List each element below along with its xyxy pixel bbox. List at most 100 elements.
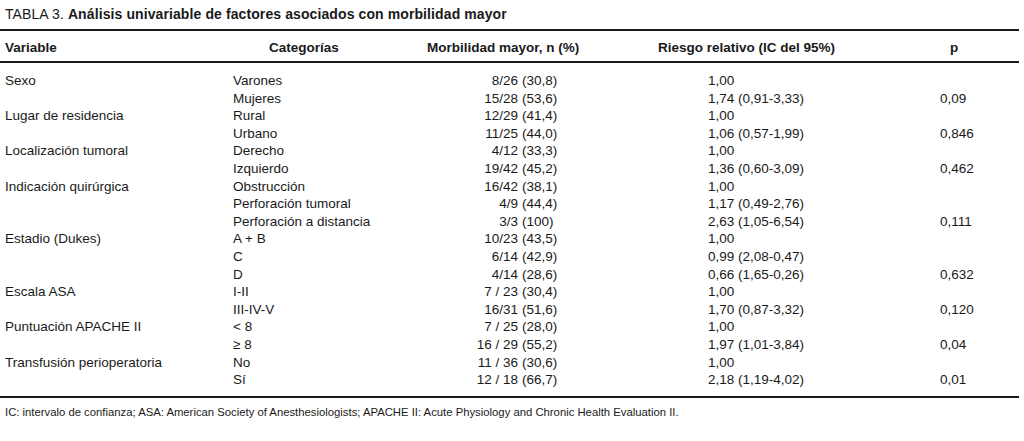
cell-riesgo-relativo: 0,66 (1,65-0,26) — [708, 266, 940, 284]
cell-riesgo-relativo: 1,00 — [708, 283, 940, 301]
table-row: Perforación tumoral 4/9 (44,4) 1,17 (0,4… — [0, 195, 1024, 213]
table-row: Transfusión perioperatoria No 11 / 36 (3… — [0, 354, 1024, 372]
cell-morbilidad-pct: (30,6) — [518, 354, 708, 372]
table-row: Escala ASA I-II 7 / 23 (30,4) 1,00 — [0, 283, 1024, 301]
cell-variable — [5, 371, 233, 389]
cell-variable — [5, 301, 233, 319]
cell-categoria: III-IV-V — [233, 301, 427, 319]
table-row: Indicación quirúrgica Obstrucción 16/42 … — [0, 178, 1024, 196]
col-header-variable: Variable — [5, 40, 57, 55]
table-caption: Análisis univariable de factores asociad… — [68, 6, 507, 22]
cell-p-value — [940, 142, 1024, 160]
cell-categoria: Urbano — [233, 125, 427, 143]
cell-p-value — [940, 178, 1024, 196]
cell-morbilidad-pct: (28,6) — [518, 266, 708, 284]
cell-morbilidad-pct: (30,8) — [518, 72, 708, 90]
cell-categoria: Izquierdo — [233, 160, 427, 178]
cell-variable — [5, 195, 233, 213]
cell-morbilidad-frac: 10/23 — [427, 230, 518, 248]
cell-morbilidad-pct: (66,7) — [518, 371, 708, 389]
cell-variable: Puntuación APACHE II — [5, 318, 233, 336]
column-header-row: Variable Categorías Morbilidad mayor, n … — [0, 31, 1024, 61]
table-row: III-IV-V 16/31 (51,6) 1,70 (0,87-3,32) 0… — [0, 301, 1024, 319]
cell-riesgo-relativo: 1,00 — [708, 318, 940, 336]
cell-p-value: 0,846 — [940, 125, 1024, 143]
cell-morbilidad-frac: 3/3 — [427, 213, 518, 231]
cell-morbilidad-frac: 19/42 — [427, 160, 518, 178]
cell-p-value — [940, 195, 1024, 213]
table-row: Perforación a distancia 3/3 (100) 2,63 (… — [0, 213, 1024, 231]
cell-morbilidad-pct: (42,9) — [518, 248, 708, 266]
cell-morbilidad-pct: (30,4) — [518, 283, 708, 301]
cell-morbilidad-pct: (51,6) — [518, 301, 708, 319]
footnote: IC: intervalo de confianza; ASA: America… — [5, 406, 1024, 419]
cell-riesgo-relativo: 1,74 (0,91-3,33) — [708, 90, 940, 108]
cell-p-value: 0,04 — [940, 336, 1024, 354]
col-header-morbilidad: Morbilidad mayor, n (%) — [427, 40, 579, 55]
table-row: Puntuación APACHE II < 8 7 / 25 (28,0) 1… — [0, 318, 1024, 336]
table-row: D 4/14 (28,6) 0,66 (1,65-0,26) 0,632 — [0, 266, 1024, 284]
table-row: Sí 12 / 18 (66,7) 2,18 (1,19-4,02) 0,01 — [0, 371, 1024, 389]
cell-p-value — [940, 107, 1024, 125]
table-row: Izquierdo 19/42 (45,2) 1,36 (0,60-3,09) … — [0, 160, 1024, 178]
cell-riesgo-relativo: 1,97 (1,01-3,84) — [708, 336, 940, 354]
cell-morbilidad-frac: 7 / 25 — [427, 318, 518, 336]
cell-p-value — [940, 318, 1024, 336]
cell-variable — [5, 213, 233, 231]
col-header-riesgo: Riesgo relativo (IC del 95%) — [658, 40, 835, 55]
cell-categoria: Mujeres — [233, 90, 427, 108]
cell-riesgo-relativo: 1,00 — [708, 354, 940, 372]
cell-riesgo-relativo: 1,00 — [708, 107, 940, 125]
paper-table-page: TABLA 3. Análisis univariable de factore… — [0, 0, 1024, 441]
cell-variable: Sexo — [5, 72, 233, 90]
cell-morbilidad-frac: 4/9 — [427, 195, 518, 213]
cell-riesgo-relativo: 1,00 — [708, 142, 940, 160]
cell-categoria: < 8 — [233, 318, 427, 336]
cell-categoria: No — [233, 354, 427, 372]
cell-riesgo-relativo: 1,70 (0,87-3,32) — [708, 301, 940, 319]
cell-morbilidad-pct: (41,4) — [518, 107, 708, 125]
cell-p-value: 0,01 — [940, 371, 1024, 389]
cell-morbilidad-frac: 4/12 — [427, 142, 518, 160]
cell-categoria: C — [233, 248, 427, 266]
cell-categoria: Sí — [233, 371, 427, 389]
cell-morbilidad-pct: (33,3) — [518, 142, 708, 160]
cell-categoria: Varones — [233, 72, 427, 90]
table-row: Localización tumoral Derecho 4/12 (33,3)… — [0, 142, 1024, 160]
table-row: C 6/14 (42,9) 0,99 (2,08-0,47) — [0, 248, 1024, 266]
cell-p-value: 0,632 — [940, 266, 1024, 284]
cell-morbilidad-pct: (44,0) — [518, 125, 708, 143]
cell-riesgo-relativo: 2,63 (1,05-6,54) — [708, 213, 940, 231]
cell-morbilidad-pct: (53,6) — [518, 90, 708, 108]
cell-riesgo-relativo: 1,00 — [708, 230, 940, 248]
cell-riesgo-relativo: 1,00 — [708, 178, 940, 196]
table-title: TABLA 3. Análisis univariable de factore… — [5, 6, 1024, 22]
bottom-rule — [0, 396, 1019, 398]
cell-p-value: 0,120 — [940, 301, 1024, 319]
cell-variable: Lugar de residencia — [5, 107, 233, 125]
cell-variable: Escala ASA — [5, 283, 233, 301]
cell-variable: Indicación quirúrgica — [5, 178, 233, 196]
cell-morbilidad-frac: 11 / 36 — [427, 354, 518, 372]
cell-morbilidad-pct: (45,2) — [518, 160, 708, 178]
cell-morbilidad-frac: 11/25 — [427, 125, 518, 143]
cell-variable: Transfusión perioperatoria — [5, 354, 233, 372]
cell-categoria: Perforación tumoral — [233, 195, 427, 213]
col-header-categorias: Categorías — [269, 40, 339, 55]
cell-p-value: 0,462 — [940, 160, 1024, 178]
cell-variable — [5, 266, 233, 284]
cell-categoria: D — [233, 266, 427, 284]
cell-morbilidad-pct: (28,0) — [518, 318, 708, 336]
cell-p-value — [940, 283, 1024, 301]
cell-morbilidad-frac: 7 / 23 — [427, 283, 518, 301]
cell-morbilidad-frac: 12/29 — [427, 107, 518, 125]
cell-categoria: Perforación a distancia — [233, 213, 427, 231]
cell-morbilidad-frac: 16 / 29 — [427, 336, 518, 354]
cell-p-value — [940, 354, 1024, 372]
cell-riesgo-relativo: 1,17 (0,49-2,76) — [708, 195, 940, 213]
cell-riesgo-relativo: 1,06 (0,57-1,99) — [708, 125, 940, 143]
cell-variable: Localización tumoral — [5, 142, 233, 160]
table-row: ≥ 8 16 / 29 (55,2) 1,97 (1,01-3,84) 0,04 — [0, 336, 1024, 354]
cell-variable — [5, 125, 233, 143]
table-row: Estadio (Dukes) A + B 10/23 (43,5) 1,00 — [0, 230, 1024, 248]
